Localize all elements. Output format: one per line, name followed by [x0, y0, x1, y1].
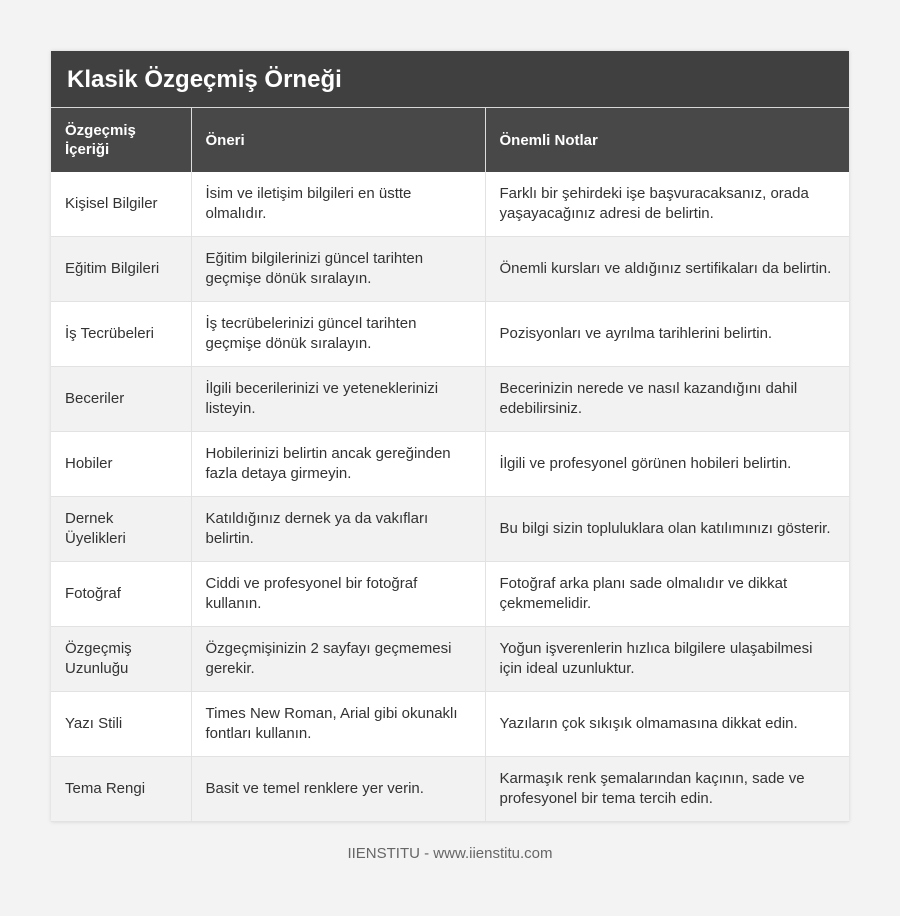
- cell-notes: Önemli kursları ve aldığınız sertifikala…: [485, 236, 849, 302]
- header-suggestion: Öneri: [191, 108, 486, 172]
- cell-suggestion: Özgeçmişinizin 2 sayfayı geçmemesi gerek…: [191, 626, 486, 692]
- footer-credit: IIENSTITU - www.iienstitu.com: [347, 845, 553, 862]
- cell-suggestion: Times New Roman, Arial gibi okunaklı fon…: [191, 691, 486, 757]
- resume-table: Özgeçmiş İçeriği Öneri Önemli Notlar Kiş…: [51, 108, 849, 822]
- cell-content: Kişisel Bilgiler: [51, 172, 192, 237]
- cell-content: Eğitim Bilgileri: [51, 236, 192, 302]
- resume-table-card: Klasik Özgeçmiş Örneği Özgeçmiş İçeriği …: [51, 51, 849, 822]
- cell-suggestion: Hobilerinizi belirtin ancak gereğinden f…: [191, 431, 486, 497]
- header-row: Özgeçmiş İçeriği Öneri Önemli Notlar: [51, 108, 849, 172]
- cell-content: Özgeçmiş Uzunluğu: [51, 626, 192, 692]
- cell-suggestion: İsim ve iletişim bilgileri en üstte olma…: [191, 172, 486, 237]
- table-title: Klasik Özgeçmiş Örneği: [51, 51, 849, 108]
- cell-notes: Bu bilgi sizin topluluklara olan katılım…: [485, 496, 849, 562]
- table-row: Eğitim Bilgileri Eğitim bilgilerinizi gün…: [51, 236, 849, 302]
- cell-notes: Yoğun işverenlerin hızlıca bilgilere ula…: [485, 626, 849, 692]
- cell-suggestion: Ciddi ve profesyonel bir fotoğraf kullan…: [191, 561, 486, 627]
- cell-notes: Farklı bir şehirdeki işe başvuracaksanız…: [485, 172, 849, 237]
- cell-notes: Pozisyonları ve ayrılma tarihlerini beli…: [485, 301, 849, 367]
- table-row: Kişisel Bilgiler İsim ve iletişim bilgile…: [51, 172, 849, 237]
- table-row: Tema Rengi Basit ve temel renklere yer ve…: [51, 756, 849, 822]
- cell-notes: Yazıların çok sıkışık olmamasına dikkat …: [485, 691, 849, 757]
- cell-suggestion: İlgili becerilerinizi ve yeteneklerinizi…: [191, 366, 486, 432]
- cell-content: Yazı Stili: [51, 691, 192, 757]
- cell-content: Hobiler: [51, 431, 192, 497]
- cell-content: İş Tecrübeleri: [51, 301, 192, 367]
- cell-suggestion: Basit ve temel renklere yer verin.: [191, 756, 486, 822]
- cell-content: Fotoğraf: [51, 561, 192, 627]
- cell-suggestion: Eğitim bilgilerinizi güncel tarihten geç…: [191, 236, 486, 302]
- table-row: Hobiler Hobilerinizi belirtin ancak gereğ…: [51, 431, 849, 497]
- table-row: Özgeçmiş Uzunluğu Özgeçmişinizin 2 sayfay…: [51, 626, 849, 692]
- cell-notes: Karmaşık renk şemalarından kaçının, sade…: [485, 756, 849, 822]
- cell-notes: Becerinizin nerede ve nasıl kazandığını …: [485, 366, 849, 432]
- cell-content: Beceriler: [51, 366, 192, 432]
- table-row: Dernek Üyelikleri Katıldığınız dernek ya …: [51, 496, 849, 562]
- cell-content: Tema Rengi: [51, 756, 192, 822]
- cell-content: Dernek Üyelikleri: [51, 496, 192, 562]
- table-row: İş Tecrübeleri İş tecrübelerinizi güncel …: [51, 301, 849, 367]
- header-notes: Önemli Notlar: [485, 108, 849, 172]
- table-row: Yazı Stili Times New Roman, Arial gibi ok…: [51, 691, 849, 757]
- table-row: Fotoğraf Ciddi ve profesyonel bir fotoğra…: [51, 561, 849, 627]
- cell-notes: Fotoğraf arka planı sade olmalıdır ve di…: [485, 561, 849, 627]
- cell-suggestion: İş tecrübelerinizi güncel tarihten geçmi…: [191, 301, 486, 367]
- cell-notes: İlgili ve profesyonel görünen hobileri b…: [485, 431, 849, 497]
- header-content: Özgeçmiş İçeriği: [51, 108, 192, 172]
- cell-suggestion: Katıldığınız dernek ya da vakıfları beli…: [191, 496, 486, 562]
- table-row: Beceriler İlgili becerilerinizi ve yetene…: [51, 366, 849, 432]
